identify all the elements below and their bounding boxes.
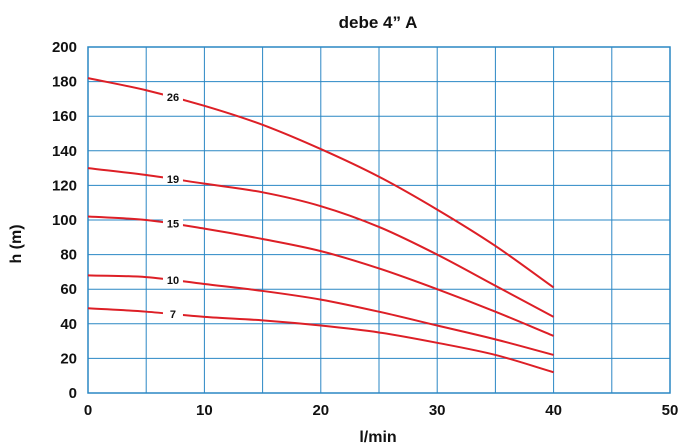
chart-title: debe 4” A — [339, 13, 418, 32]
y-tick-labels: 0 20 40 60 80 100 120 140 160 180 200 — [52, 39, 77, 402]
curve-label-26: 26 — [167, 92, 179, 104]
curve-label-backdrop — [162, 273, 183, 285]
curves: 26 19 15 10 7 — [87, 77, 555, 374]
y-tick-label: 80 — [60, 247, 77, 264]
curve-label-7: 7 — [170, 309, 176, 321]
y-tick-label: 20 — [60, 350, 77, 367]
y-tick-label: 160 — [52, 108, 77, 125]
curve-label-backdrop — [162, 308, 183, 320]
y-tick-label: 180 — [52, 74, 77, 91]
y-tick-label: 40 — [60, 316, 77, 333]
grid — [87, 46, 671, 394]
x-tick-label: 40 — [545, 402, 562, 419]
y-tick-label: 200 — [52, 39, 77, 56]
curve-label-backdrop — [162, 217, 183, 229]
curve-label-15: 15 — [167, 219, 179, 231]
x-tick-label: 0 — [84, 402, 92, 419]
x-tick-label: 20 — [312, 402, 329, 419]
y-tick-label: 100 — [52, 212, 77, 229]
x-tick-label: 30 — [429, 402, 446, 419]
y-tick-label: 120 — [52, 177, 77, 194]
y-axis-title: h (m) — [8, 224, 25, 263]
y-tick-label: 60 — [60, 281, 77, 298]
x-tick-labels: 0 10 20 30 40 50 — [84, 402, 679, 419]
curve-label-backdrop — [162, 90, 183, 102]
y-tick-label: 140 — [52, 143, 77, 160]
plot-frame — [87, 46, 671, 394]
curve-label-10: 10 — [167, 275, 179, 287]
x-tick-label: 10 — [196, 402, 213, 419]
x-tick-label: 50 — [662, 402, 679, 419]
curve-label-backdrop — [162, 172, 183, 184]
x-axis-title: l/min — [359, 429, 396, 446]
curve-label-19: 19 — [167, 174, 179, 186]
y-tick-label: 0 — [69, 385, 77, 402]
